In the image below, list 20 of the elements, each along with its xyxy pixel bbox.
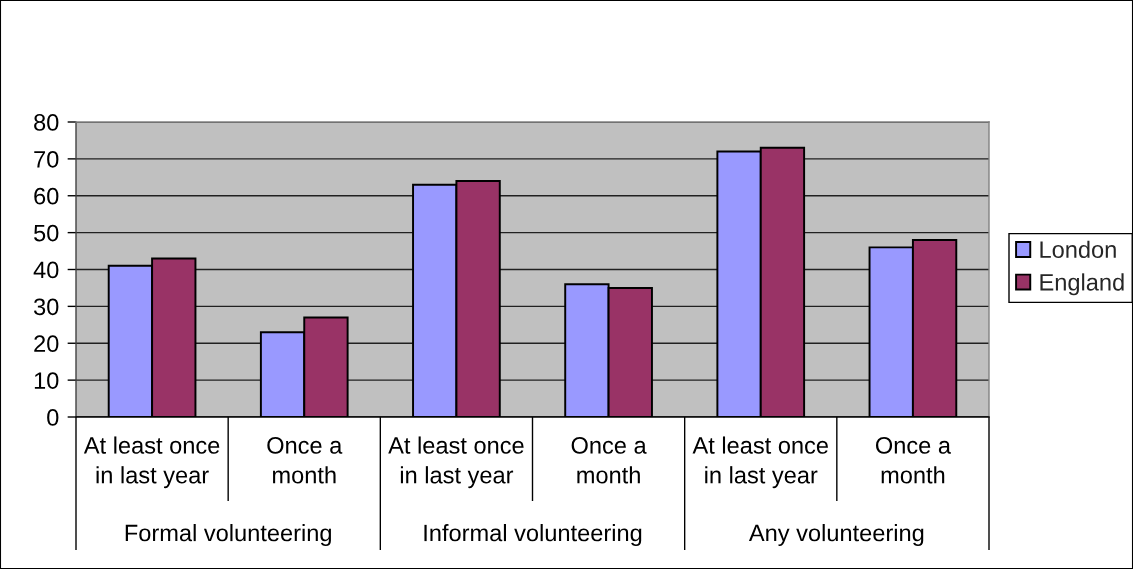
y-tick-label: 0 bbox=[47, 409, 59, 426]
y-tick-label: 40 bbox=[33, 261, 59, 279]
legend-label: London bbox=[1040, 240, 1116, 259]
y-tick-label: 30 bbox=[33, 298, 59, 316]
legend-label: England bbox=[1040, 273, 1124, 296]
text: Informal volunteering bbox=[424, 523, 642, 547]
y-tick-label: 70 bbox=[34, 150, 59, 168]
y-tick-label: 80 bbox=[34, 114, 59, 131]
x-tick-label: Once a month bbox=[267, 437, 343, 484]
x-tick-label: At least once in last year bbox=[83, 436, 220, 489]
y-tick-label: 50 bbox=[34, 224, 59, 242]
text: Any volunteering bbox=[748, 523, 924, 547]
x-tick-label: Once a month bbox=[571, 437, 647, 484]
y-tick-label: 10 bbox=[34, 372, 59, 389]
x-tick-label: Once a month bbox=[875, 437, 951, 484]
y-tick-label: 60 bbox=[34, 187, 59, 205]
x-tick-label: At least once in last year bbox=[692, 436, 828, 489]
text: Formal volunteering bbox=[125, 523, 331, 547]
y-tick-label: 20 bbox=[34, 335, 59, 353]
x-tick-label: At least once in last year bbox=[388, 436, 524, 489]
